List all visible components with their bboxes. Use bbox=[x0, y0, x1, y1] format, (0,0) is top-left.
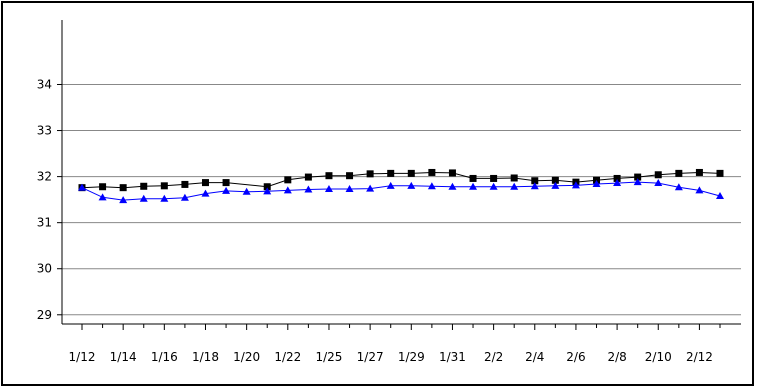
y-tick-label: 31 bbox=[37, 216, 52, 230]
x-tick-label: 1/14 bbox=[110, 350, 137, 364]
square-marker bbox=[119, 184, 127, 192]
x-tick-label: 1/27 bbox=[357, 350, 384, 364]
triangle-marker bbox=[283, 186, 292, 194]
square-marker bbox=[654, 171, 662, 179]
x-tick-label: 1/25 bbox=[315, 350, 342, 364]
triangle-marker bbox=[304, 185, 313, 193]
square-marker bbox=[531, 177, 539, 185]
square-marker bbox=[634, 173, 642, 181]
square-marker bbox=[222, 179, 230, 187]
square-marker bbox=[510, 174, 518, 182]
triangle-marker bbox=[716, 191, 724, 199]
grid-lines bbox=[62, 83, 741, 316]
square-marker bbox=[675, 169, 683, 177]
triangle-marker bbox=[613, 179, 622, 187]
square-marker bbox=[407, 169, 415, 177]
triangle-marker bbox=[78, 183, 86, 191]
triangle-marker bbox=[510, 182, 519, 190]
triangle-marker bbox=[407, 181, 416, 189]
y-axis-tick-labels: 29 30 31 32 33 34 bbox=[37, 77, 52, 321]
square-marker bbox=[201, 179, 209, 187]
square-marker bbox=[284, 176, 292, 184]
triangle-marker bbox=[469, 182, 478, 190]
x-axis-tick-labels: 1/12 1/14 1/16 1/18 1/20 1/22 1/25 1/27 1/29 1/31… bbox=[69, 350, 713, 364]
square-marker bbox=[448, 169, 456, 177]
square-marker bbox=[469, 174, 477, 182]
square-marker bbox=[160, 182, 168, 190]
triangle-marker bbox=[427, 182, 436, 190]
triangle-marker bbox=[201, 189, 210, 197]
x-tick-label: 2/12 bbox=[686, 350, 713, 364]
triangle-marker bbox=[222, 186, 231, 194]
triangle-marker bbox=[180, 193, 189, 201]
square-marker bbox=[366, 170, 374, 178]
x-tick-label: 1/29 bbox=[398, 350, 425, 364]
x-tick-label: 1/18 bbox=[192, 350, 219, 364]
x-tick-label: 1/31 bbox=[439, 350, 466, 364]
square-marker bbox=[613, 174, 621, 182]
x-tick-label: 1/16 bbox=[151, 350, 178, 364]
triangle-marker bbox=[345, 185, 354, 193]
square-marker bbox=[695, 168, 703, 176]
square-marker bbox=[716, 169, 724, 177]
triangle-marker bbox=[160, 194, 169, 202]
square-marker bbox=[99, 183, 107, 191]
triangle-marker bbox=[530, 182, 539, 190]
x-tick-label: 2/6 bbox=[566, 350, 585, 364]
triangle-marker bbox=[448, 182, 457, 190]
square-marker bbox=[304, 173, 312, 181]
triangle-marker bbox=[119, 196, 128, 204]
triangle-marker bbox=[551, 181, 560, 189]
square-marker bbox=[428, 168, 436, 176]
y-tick-label: 34 bbox=[37, 77, 52, 91]
square-marker bbox=[181, 180, 189, 188]
chart-frame bbox=[1, 1, 754, 386]
x-tick-label: 2/10 bbox=[645, 350, 672, 364]
y-tick-label: 32 bbox=[37, 170, 52, 184]
triangle-marker bbox=[242, 187, 251, 195]
triangle-marker bbox=[139, 194, 148, 202]
square-marker bbox=[263, 183, 271, 191]
x-tick-label: 2/2 bbox=[484, 350, 503, 364]
square-marker bbox=[490, 174, 498, 182]
triangle-marker bbox=[324, 185, 333, 193]
triangle-marker bbox=[263, 187, 272, 195]
triangle-marker bbox=[633, 178, 642, 186]
series-group bbox=[78, 168, 724, 204]
triangle-marker bbox=[489, 182, 498, 190]
axes bbox=[57, 20, 741, 330]
triangle-marker bbox=[674, 183, 683, 191]
triangle-marker bbox=[386, 181, 395, 189]
x-tick-label: 1/22 bbox=[274, 350, 301, 364]
square-marker bbox=[346, 172, 354, 180]
square-marker bbox=[551, 176, 559, 184]
y-tick-label: 30 bbox=[37, 262, 52, 276]
triangle-marker bbox=[98, 193, 107, 201]
series-line bbox=[81, 181, 721, 201]
square-marker bbox=[387, 169, 395, 177]
square-marker bbox=[325, 172, 333, 180]
x-tick-label: 1/20 bbox=[233, 350, 260, 364]
y-tick-label: 33 bbox=[37, 124, 52, 138]
square-marker bbox=[140, 182, 148, 190]
triangle-marker bbox=[592, 179, 601, 187]
x-tick-label: 2/8 bbox=[607, 350, 626, 364]
x-tick-label: 2/4 bbox=[525, 350, 544, 364]
triangle-marker bbox=[366, 184, 375, 192]
triangle-marker bbox=[695, 186, 704, 194]
y-tick-label: 29 bbox=[37, 308, 52, 322]
x-tick-label: 1/12 bbox=[69, 350, 96, 364]
triangle-marker bbox=[571, 181, 580, 189]
triangle-marker bbox=[654, 179, 663, 187]
